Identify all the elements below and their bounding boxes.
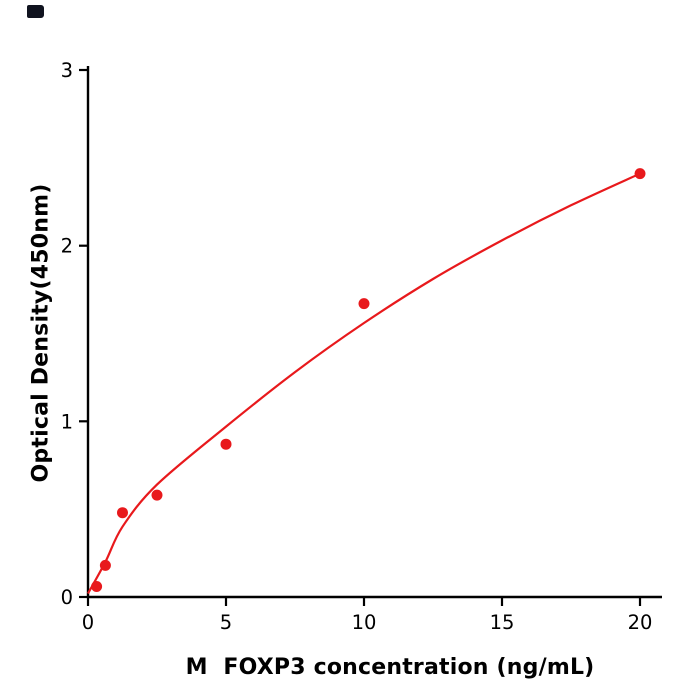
x-tick-label: 20 <box>628 611 653 634</box>
axes-spines <box>86 66 662 599</box>
data-point <box>117 507 128 519</box>
data-point <box>220 438 232 450</box>
x-tick-label: 5 <box>220 611 232 634</box>
x-tick-label: 10 <box>352 611 377 634</box>
y-axis: 0 1 2 3 <box>61 59 88 609</box>
y-axis-title: Optical Density(450nm) <box>28 183 54 483</box>
data-point <box>99 559 111 571</box>
data-point <box>634 168 646 180</box>
x-tick-label: 0 <box>82 611 94 634</box>
data-points <box>91 168 646 592</box>
x-axis: 0 5 10 15 20 <box>82 597 653 634</box>
y-tick-label: 3 <box>61 59 73 82</box>
data-point <box>151 489 163 501</box>
fit-curve <box>87 172 641 595</box>
data-point <box>358 298 370 310</box>
y-tick-label: 2 <box>61 235 73 258</box>
x-tick-label: 15 <box>490 611 515 634</box>
y-tick-label: 1 <box>61 410 73 433</box>
corner-artifact <box>27 5 44 18</box>
y-tick-label: 0 <box>61 586 73 609</box>
data-point <box>91 581 103 592</box>
x-axis-title: M FOXP3 concentration (ng/mL) <box>185 655 595 680</box>
